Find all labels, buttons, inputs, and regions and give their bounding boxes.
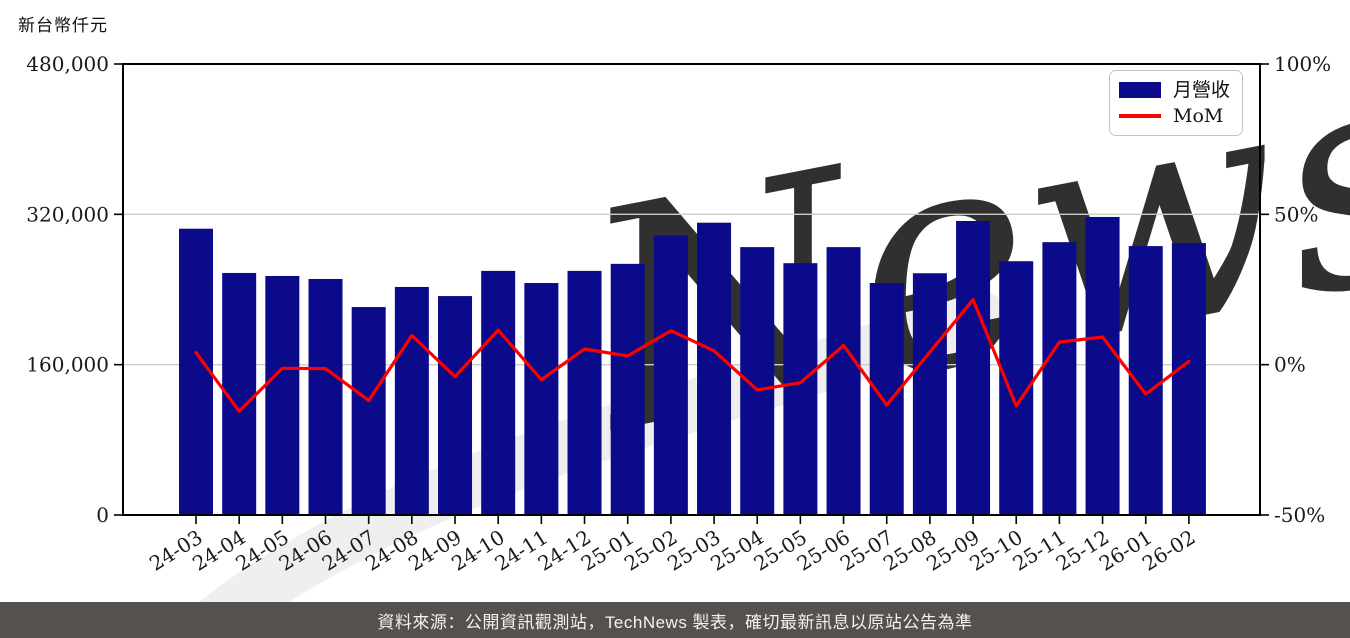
y-tick-label-480000: 480,000 <box>26 52 109 76</box>
revenue-bar-24-12 <box>567 270 602 515</box>
revenue-bar-24-06 <box>308 278 343 515</box>
revenue-bar-24-10 <box>481 270 516 515</box>
footer-bar: 資料來源：公開資訊觀測站，TechNews 製表，確切最新訊息以原站公告為準 <box>0 602 1350 638</box>
legend-item-revenue: 月營收 <box>1119 78 1232 101</box>
revenue-bar-24-05 <box>265 275 300 515</box>
y-tick-label-0: 0 <box>96 503 109 527</box>
revenue-bar-24-08 <box>394 286 429 515</box>
legend-mom-label: MoM <box>1173 104 1224 127</box>
mom-line <box>194 298 1191 413</box>
revenue-bar-26-02 <box>1171 243 1206 515</box>
y-tick-label-320000: 320,000 <box>26 202 109 226</box>
revenue-bar-25-06 <box>826 247 861 515</box>
pct-tick-label-100: 100% <box>1274 52 1331 76</box>
left-axis-unit-label: 新台幣仟元 <box>18 16 108 36</box>
footer-source-note: 資料來源：公開資訊觀測站，TechNews 製表，確切最新訊息以原站公告為準 <box>377 612 973 632</box>
revenue-bar-25-01 <box>610 263 645 515</box>
revenue-bar-25-02 <box>653 235 688 516</box>
revenue-bar-24-03 <box>179 228 213 515</box>
legend-item-mom: MoM <box>1119 104 1232 127</box>
y-tick-label-160000: 160,000 <box>26 353 109 377</box>
revenue-bar-25-08 <box>912 273 947 515</box>
revenue-bar-24-07 <box>351 307 386 515</box>
revenue-bar-24-11 <box>524 283 559 515</box>
revenue-bar-25-09 <box>956 221 991 515</box>
revenue-bar-24-09 <box>438 296 473 515</box>
revenue-bar-25-07 <box>869 283 904 515</box>
legend-revenue-label: 月營收 <box>1173 78 1231 101</box>
legend: 月營收 MoM <box>1109 70 1243 136</box>
mom-line-swatch <box>1119 114 1161 118</box>
pct-tick-label-50: 50% <box>1274 202 1318 226</box>
revenue-bar-swatch <box>1119 82 1161 98</box>
pct-tick-label-0: 0% <box>1274 353 1306 377</box>
revenue-bar-25-11 <box>1042 242 1077 515</box>
plot-border <box>122 63 1261 516</box>
revenue-bar-25-05 <box>783 263 818 515</box>
revenue-bar-25-12 <box>1085 216 1120 515</box>
revenue-bar-25-03 <box>697 222 732 515</box>
chart-canvas: News480,000320,000160,0000100%50%0%-50%2… <box>26 0 1350 602</box>
pct-tick-label--50: -50% <box>1274 503 1325 527</box>
